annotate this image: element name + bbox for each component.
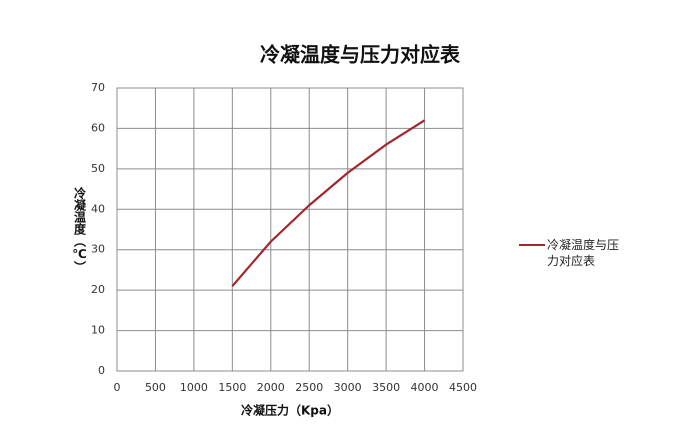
x-tick-label: 4500	[449, 381, 477, 394]
y-tick-label: 70	[91, 81, 105, 94]
x-tick-label: 0	[114, 381, 121, 394]
x-tick-label: 2000	[257, 381, 285, 394]
x-tick-label: 3000	[334, 381, 362, 394]
y-tick-label: 50	[91, 162, 105, 175]
x-axis-label: 冷凝压力（Kpa）	[241, 403, 339, 418]
x-tick-label: 1000	[180, 381, 208, 394]
data-line	[231, 119, 426, 287]
plot-area	[116, 87, 464, 372]
y-tick-label: 10	[91, 324, 105, 337]
y-tick-label: 30	[91, 243, 105, 256]
x-tick-label: 500	[145, 381, 166, 394]
x-tick-label: 2500	[295, 381, 323, 394]
y-tick-label: 40	[91, 202, 105, 215]
x-tick-label: 1500	[218, 381, 246, 394]
y-tick-label: 20	[91, 283, 105, 296]
legend-label: 冷凝温度与压力对应表	[547, 238, 620, 268]
y-tick-label: 60	[91, 121, 105, 134]
y-axis-label: 冷凝温度（℃）	[73, 186, 87, 273]
x-tick-label: 4000	[411, 381, 439, 394]
x-tick-label: 3500	[372, 381, 400, 394]
chart-title: 冷凝温度与压力对应表	[260, 43, 461, 67]
y-tick-label: 0	[98, 364, 105, 377]
